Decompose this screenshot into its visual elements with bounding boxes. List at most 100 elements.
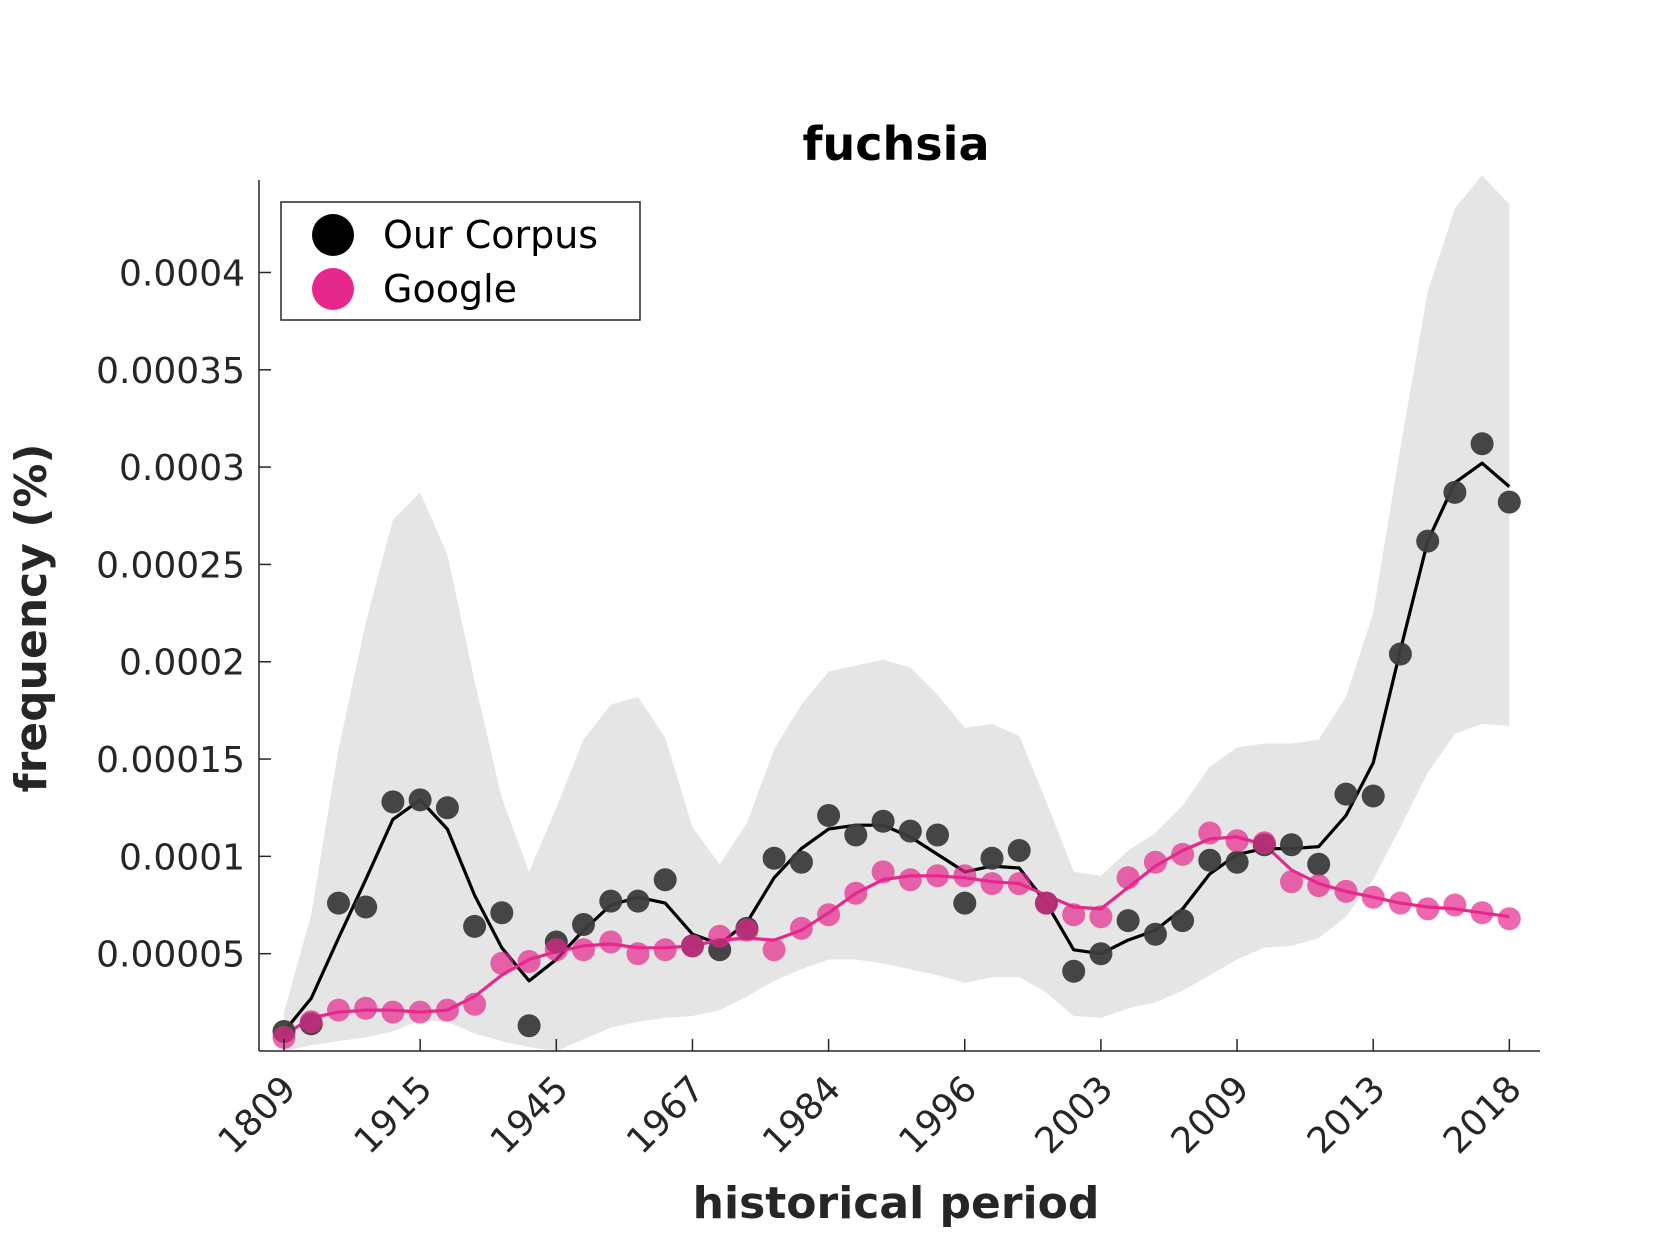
- our-corpus-point: [572, 913, 595, 936]
- our-corpus-point: [490, 901, 514, 925]
- our-corpus-point: [1497, 490, 1521, 514]
- google-point: [1171, 842, 1195, 866]
- y-tick-label: 0.00025: [96, 545, 245, 586]
- our-corpus-point: [435, 796, 459, 820]
- google-point: [1143, 850, 1167, 874]
- our-corpus-point: [327, 891, 350, 915]
- our-corpus-point: [898, 819, 922, 843]
- y-tick-label: 0.00005: [96, 935, 245, 976]
- google-point: [871, 860, 895, 884]
- google-point: [681, 934, 704, 958]
- y-tick-label: 0.0003: [119, 448, 245, 489]
- google-point: [1388, 891, 1412, 915]
- our-corpus-smoothed-line: [282, 461, 1511, 1033]
- our-corpus-point: [1198, 848, 1222, 872]
- y-tick-label: 0.0001: [119, 837, 245, 878]
- google-point: [299, 1010, 323, 1034]
- google-point: [490, 951, 514, 975]
- google-point: [898, 868, 922, 892]
- our-corpus-line-layer: [282, 461, 1511, 1033]
- legend-our-corpus-marker: [312, 214, 354, 256]
- google-point: [435, 998, 459, 1022]
- google-point: [1062, 903, 1086, 927]
- our-corpus-point: [1416, 529, 1440, 553]
- our-corpus-point: [871, 809, 895, 833]
- google-point: [1443, 893, 1467, 917]
- google-point: [354, 996, 378, 1020]
- our-corpus-point: [789, 850, 813, 874]
- google-point: [1007, 872, 1031, 896]
- our-corpus-point: [653, 868, 677, 892]
- google-point: [1497, 907, 1521, 931]
- our-corpus-points-layer: [272, 432, 1521, 1043]
- y-tick-label: 0.00015: [96, 740, 245, 781]
- y-tick-label: 0.00035: [96, 351, 245, 392]
- our-corpus-point: [626, 889, 650, 913]
- our-corpus-point: [980, 846, 1004, 870]
- our-corpus-point: [408, 788, 432, 812]
- our-corpus-point: [1280, 833, 1303, 857]
- google-point: [1416, 897, 1440, 921]
- google-point: [926, 864, 949, 888]
- legend-our-corpus-label: Our Corpus: [383, 213, 598, 257]
- google-line-layer: [283, 835, 1510, 1037]
- google-point: [708, 924, 732, 948]
- google-point: [544, 938, 568, 962]
- our-corpus-point: [354, 895, 378, 919]
- google-point: [517, 950, 541, 973]
- google-points-layer: [272, 821, 1521, 1049]
- google-point: [953, 864, 977, 888]
- google-point: [327, 998, 350, 1022]
- chart-title: fuchsia: [803, 117, 990, 171]
- our-corpus-point: [926, 823, 949, 847]
- google-point: [980, 872, 1004, 896]
- our-corpus-point: [1225, 850, 1249, 874]
- our-corpus-point: [1388, 642, 1412, 666]
- google-point: [1252, 831, 1276, 855]
- x-axis-title: historical period: [693, 1178, 1100, 1229]
- google-point: [626, 942, 650, 966]
- google-point: [1225, 829, 1249, 853]
- our-corpus-point: [817, 804, 841, 827]
- our-corpus-point: [1307, 852, 1331, 876]
- our-corpus-point: [1334, 782, 1358, 806]
- our-corpus-point: [1062, 959, 1086, 983]
- our-corpus-point: [463, 914, 487, 938]
- google-point: [1198, 821, 1222, 845]
- legend-google-marker: [312, 268, 354, 310]
- our-corpus-point: [953, 891, 977, 915]
- our-corpus-point: [1361, 784, 1385, 808]
- our-corpus-point: [1143, 922, 1167, 946]
- our-corpus-point: [1007, 839, 1031, 862]
- y-tick-label: 0.0002: [119, 643, 245, 684]
- google-smoothed-line: [283, 835, 1510, 1037]
- our-corpus-point: [762, 846, 786, 870]
- our-corpus-point: [844, 823, 868, 847]
- google-point: [1116, 866, 1140, 890]
- google-point: [1361, 885, 1385, 909]
- google-point: [463, 992, 487, 1016]
- legend: Our Corpus Google: [280, 201, 641, 321]
- our-corpus-point: [1470, 432, 1494, 456]
- our-corpus-point: [599, 889, 623, 913]
- our-corpus-point: [1116, 909, 1140, 933]
- google-point: [1334, 879, 1358, 903]
- our-corpus-point: [1171, 909, 1195, 933]
- y-axis-title: frequency (%): [6, 443, 57, 792]
- google-point: [1089, 905, 1113, 929]
- google-point: [1470, 901, 1494, 925]
- google-point: [653, 938, 677, 962]
- google-point: [762, 938, 786, 962]
- google-point: [1307, 874, 1331, 898]
- google-point: [572, 938, 595, 962]
- google-point: [844, 881, 868, 905]
- our-corpus-point: [1089, 942, 1113, 966]
- google-point: [735, 918, 759, 942]
- axes-layer: [258, 180, 1540, 1052]
- google-point: [817, 903, 841, 927]
- google-point: [789, 916, 813, 940]
- google-point: [272, 1025, 296, 1049]
- google-point: [1034, 891, 1058, 915]
- our-corpus-point: [517, 1014, 541, 1038]
- google-point: [381, 1000, 405, 1024]
